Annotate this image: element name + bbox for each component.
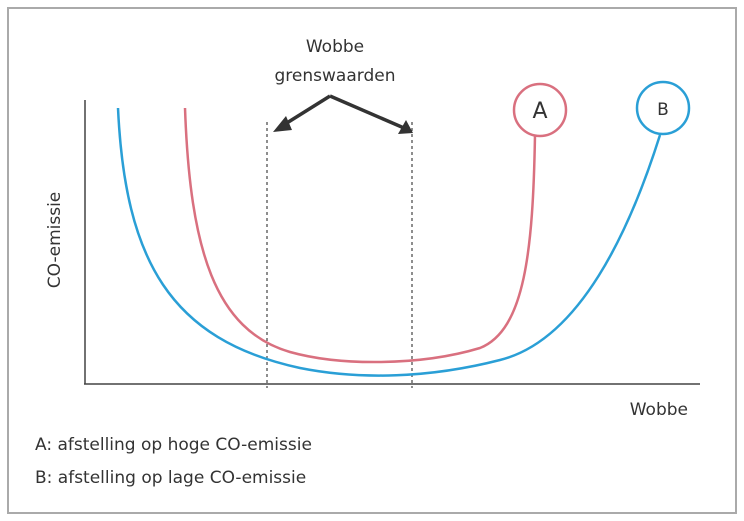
frame <box>7 7 737 514</box>
arrow <box>281 94 331 128</box>
legend-entry: A: afstelling op hoge CO-emissie <box>35 435 312 455</box>
annotation-line: grenswaarden <box>275 66 396 86</box>
arrow <box>329 94 405 130</box>
curve-a <box>183 107 537 364</box>
curve-b-badge <box>635 80 691 136</box>
arrowhead <box>398 120 413 134</box>
arrowhead <box>273 116 292 132</box>
x-axis-label: Wobbe <box>630 400 688 420</box>
curve-a-badge <box>512 82 568 138</box>
annotation-line: Wobbe <box>306 37 364 57</box>
arrows <box>273 94 413 134</box>
curve-b <box>116 107 662 377</box>
y-axis-label: CO-emissie <box>45 192 65 289</box>
curve-label: A <box>532 99 547 124</box>
legend-entry: B: afstelling op lage CO-emissie <box>35 468 306 488</box>
curve-label: B <box>657 100 669 120</box>
